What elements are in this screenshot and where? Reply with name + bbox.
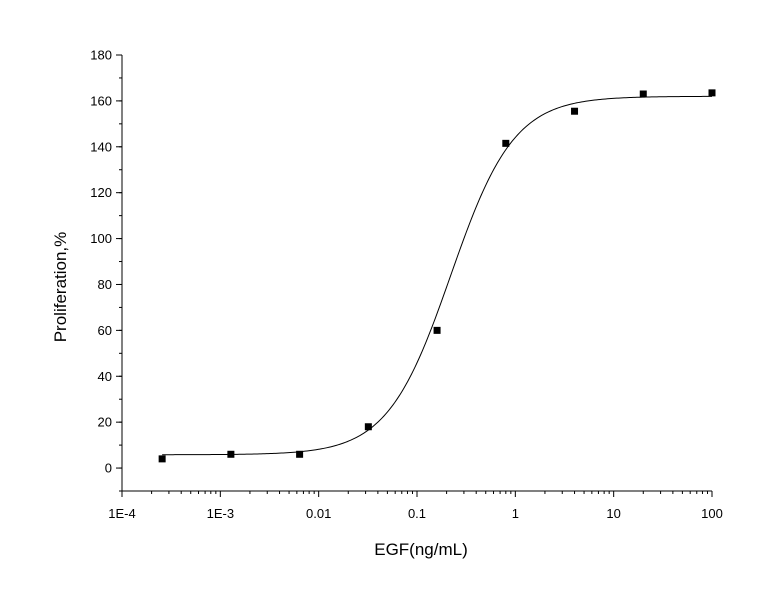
x-axis-title: EGF(ng/mL) xyxy=(374,540,468,559)
y-tick-label: 140 xyxy=(90,139,112,154)
y-tick-label: 100 xyxy=(90,231,112,246)
fit-curve xyxy=(162,95,712,456)
data-point xyxy=(502,139,510,147)
data-point xyxy=(433,326,441,334)
x-tick-label: 100 xyxy=(701,506,723,521)
y-tick-label: 180 xyxy=(90,48,112,63)
axes xyxy=(121,55,712,492)
data-points xyxy=(158,89,716,463)
y-tick-label: 80 xyxy=(98,277,112,292)
x-axis-ticks: 1E-4 1E-3 0.01 0.1 1 10 100 xyxy=(108,491,723,521)
x-tick-label: 0.01 xyxy=(306,506,331,521)
data-point xyxy=(158,455,166,463)
data-point xyxy=(296,450,304,458)
x-tick-label: 1 xyxy=(512,506,519,521)
y-axis-ticks: 0 20 40 60 80 100 120 140 160 180 xyxy=(90,48,122,492)
data-point xyxy=(571,107,579,115)
data-point xyxy=(708,89,716,97)
y-tick-label: 60 xyxy=(98,323,112,338)
data-point xyxy=(639,90,647,98)
data-point xyxy=(227,450,235,458)
y-tick-label: 120 xyxy=(90,185,112,200)
y-tick-label: 0 xyxy=(105,461,112,476)
y-tick-label: 40 xyxy=(98,369,112,384)
x-tick-label: 1E-4 xyxy=(108,506,135,521)
y-tick-label: 20 xyxy=(98,415,112,430)
data-point xyxy=(364,423,372,431)
y-axis-title: Proliferation,% xyxy=(51,232,70,343)
y-tick-label: 160 xyxy=(90,93,112,108)
x-tick-label: 0.1 xyxy=(408,506,426,521)
x-tick-label: 1E-3 xyxy=(207,506,234,521)
x-tick-label: 10 xyxy=(606,506,620,521)
